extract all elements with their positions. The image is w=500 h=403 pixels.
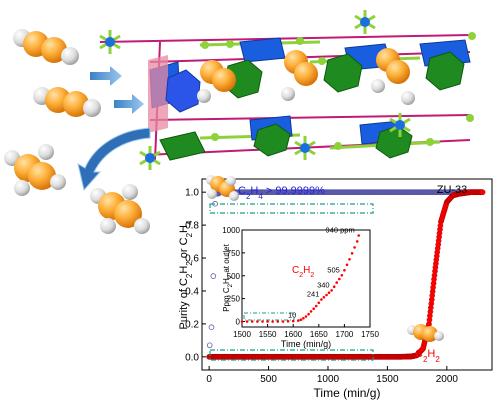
purity-annotation: C2H4 > 99.9999% xyxy=(238,185,325,201)
inset-data-point xyxy=(322,296,326,299)
inset-data-point xyxy=(307,312,310,316)
arrow-icon xyxy=(90,66,122,86)
inset-data-point xyxy=(286,320,290,323)
inset-data-point xyxy=(291,319,295,323)
inset-x-tick-label: 1750 xyxy=(361,330,379,339)
inset-x-tick-label: 1700 xyxy=(336,330,354,339)
chart-title: ZU-33 xyxy=(437,184,468,196)
data-point xyxy=(208,324,215,331)
inset-data-point xyxy=(353,246,356,249)
y-tick-label: 0.8 xyxy=(185,221,199,232)
inset-data-point xyxy=(250,320,254,323)
inset-x-tick-label: 1550 xyxy=(259,330,277,339)
inset-data-point xyxy=(345,263,349,267)
inset-y-tick-label: 1000 xyxy=(222,226,240,235)
inset-value-label: 241 xyxy=(307,290,320,299)
inset-y-tick-label: 250 xyxy=(227,295,241,304)
inset-data-point xyxy=(299,318,303,322)
inset-x-axis-label: Time (min/g) xyxy=(281,339,331,349)
inset-data-point xyxy=(256,320,259,323)
series-c2h2 xyxy=(206,189,486,360)
inset-data-point xyxy=(309,310,313,313)
y-tick-label: 0.4 xyxy=(185,286,199,297)
y-axis-label: Purity of C2H2 or C2H4 xyxy=(178,220,194,329)
inset-value-label: 940 ppm xyxy=(326,226,355,235)
inset-data-point xyxy=(330,289,333,292)
inset-data-point xyxy=(240,320,244,323)
y-tick-label: 0.0 xyxy=(185,352,199,363)
inset-data-point xyxy=(327,291,331,295)
y-tick-label: 0.6 xyxy=(185,254,199,265)
inset-data-point xyxy=(302,317,305,320)
highlight-box-top xyxy=(209,203,374,214)
inset-value-label: 10 xyxy=(288,311,296,320)
inset-data-point xyxy=(281,320,285,323)
inset-data-point xyxy=(261,320,264,323)
y-tick-label: 0.2 xyxy=(185,319,199,330)
x-axis-label: Time (min/g) xyxy=(314,386,381,400)
x-tick-label: 500 xyxy=(260,374,277,385)
inset-data-point xyxy=(245,320,249,323)
inset-y-tick-label: 0 xyxy=(236,318,241,327)
inset-data-point xyxy=(320,298,323,301)
framework-illustration xyxy=(4,10,476,234)
inset-data-point xyxy=(317,301,321,305)
x-tick-label: 2000 xyxy=(436,374,459,385)
data-point xyxy=(210,273,217,279)
inset-x-tick-label: 1600 xyxy=(284,330,302,339)
inset-data-point xyxy=(357,234,361,237)
inset-data-point xyxy=(314,304,318,308)
data-point xyxy=(206,342,213,349)
inset-data-point xyxy=(332,285,336,289)
acetylene-molecule-icon xyxy=(407,324,444,342)
x-tick-label: 1000 xyxy=(317,374,340,385)
inset-data-point xyxy=(335,281,339,284)
inset-data-point xyxy=(338,277,341,281)
curved-arrow-icon xyxy=(77,127,151,192)
inset-chart: 1500 1550 1600 1650 1700 1750 0 250 500 750 1000 1… xyxy=(222,226,379,350)
inset-plot-frame xyxy=(241,229,371,328)
inset-data-point xyxy=(350,252,354,255)
inset-x-tick-label: 1500 xyxy=(233,330,251,339)
x-tick-label: 1500 xyxy=(376,374,399,385)
arrow-icon xyxy=(114,94,144,114)
inset-data-point xyxy=(325,293,328,297)
inset-data-point xyxy=(348,258,351,261)
inset-highlight-box xyxy=(243,312,295,321)
inset-series-label: C2H2 xyxy=(292,265,314,279)
inset-data-point xyxy=(276,320,280,323)
highlight-box-bottom xyxy=(209,349,374,361)
inset-data-point xyxy=(355,240,359,243)
inset-data-point xyxy=(304,315,308,318)
data-point xyxy=(479,189,486,195)
inset-y-axis-label: Ppm C2H2 at outlet xyxy=(222,243,234,311)
inset-data-point xyxy=(312,307,316,311)
x-tick-label: 0 xyxy=(206,374,212,385)
inset-data-point xyxy=(343,269,346,272)
inset-data-point xyxy=(340,274,344,277)
inset-value-label: 505 xyxy=(327,265,340,274)
inset-value-label: 340 xyxy=(317,280,330,289)
c2h2-annotation: C2H2 xyxy=(415,348,440,364)
ethylene-molecule-icon xyxy=(206,175,239,201)
y-tick-label: 1.0 xyxy=(185,188,199,199)
inset-x-tick-label: 1650 xyxy=(310,330,328,339)
inset-y-tick-label: 750 xyxy=(227,249,241,258)
inset-data-point xyxy=(271,320,275,323)
inset-data-point xyxy=(266,320,269,323)
inset-data-point xyxy=(297,319,300,322)
inset-y-tick-label: 500 xyxy=(227,272,241,281)
